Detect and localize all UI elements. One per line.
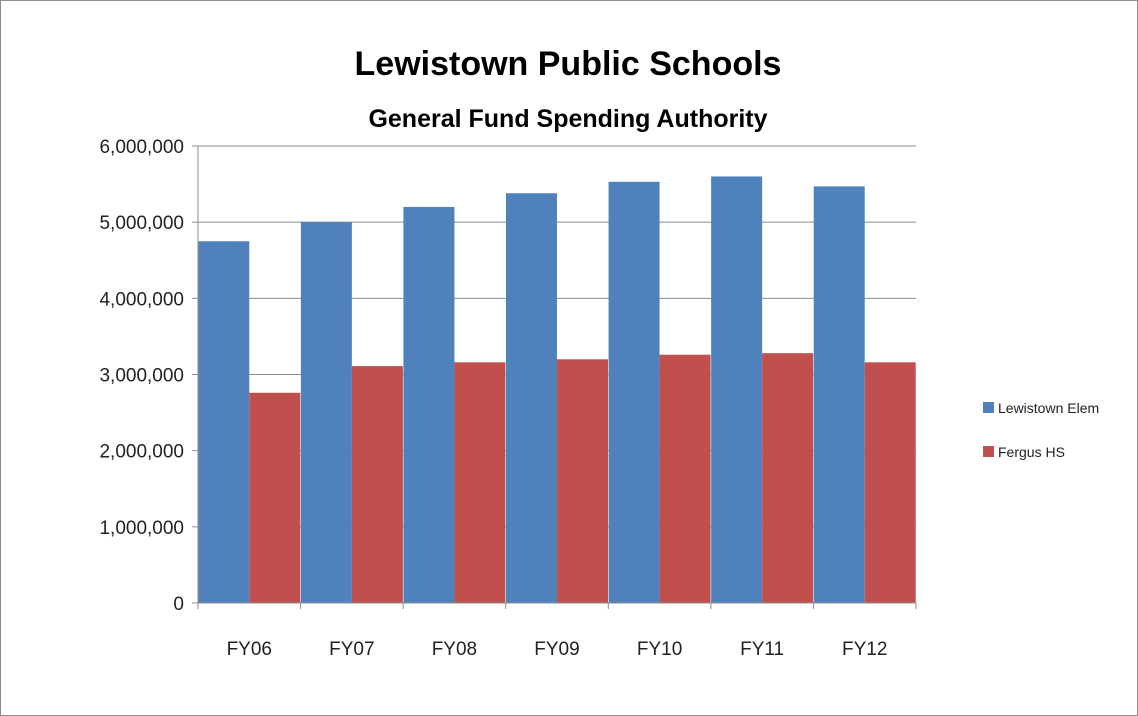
bar-fergus-hs-fy11	[762, 353, 814, 603]
y-tick-label: 4,000,000	[99, 289, 184, 310]
x-tick-label: FY06	[227, 639, 272, 660]
y-tick-label: 6,000,000	[99, 137, 184, 158]
y-tick-label: 2,000,000	[99, 442, 184, 463]
bar-lewistown-elem-fy12	[813, 186, 865, 603]
bar-fergus-hs-fy08	[454, 362, 506, 603]
bars	[198, 176, 916, 604]
legend-label: Lewistown Elem	[998, 400, 1099, 416]
chart-title: Lewistown Public Schools	[355, 45, 782, 83]
chart-subtitle: General Fund Spending Authority	[368, 105, 767, 133]
x-tick-label: FY10	[637, 639, 682, 660]
bar-lewistown-elem-fy10	[608, 181, 660, 603]
y-tick-label: 5,000,000	[99, 213, 184, 234]
bar-lewistown-elem-fy06	[198, 241, 250, 604]
bar-fergus-hs-fy07	[351, 366, 403, 603]
y-tick-label: 3,000,000	[99, 366, 184, 387]
bar-fergus-hs-fy06	[249, 392, 301, 603]
legend-swatch	[983, 402, 994, 413]
bar-fergus-hs-fy12	[864, 362, 916, 603]
bar-lewistown-elem-fy08	[403, 206, 455, 603]
axes: 0 1,000,000 2,000,000 3,000,000 4,000,000 5,0…	[99, 137, 917, 660]
legend-label: Fergus HS	[998, 444, 1065, 460]
legend-swatch	[983, 446, 994, 457]
bar-fergus-hs-fy09	[557, 359, 608, 603]
bar-lewistown-elem-fy07	[300, 222, 352, 603]
x-tick-label: FY09	[534, 639, 579, 660]
x-tick-label: FY08	[432, 639, 477, 660]
y-tick-label: 1,000,000	[99, 518, 184, 539]
legend: Lewistown Elem Fergus HS	[983, 400, 1099, 460]
bar-fergus-hs-fy10	[659, 354, 711, 603]
x-tick-label: FY12	[842, 639, 887, 660]
bar-lewistown-elem-fy11	[711, 176, 763, 603]
x-tick-label: FY11	[740, 639, 784, 660]
bar-lewistown-elem-fy09	[506, 193, 557, 603]
x-tick-label: FY07	[329, 639, 374, 660]
y-tick-label: 0	[173, 594, 184, 615]
